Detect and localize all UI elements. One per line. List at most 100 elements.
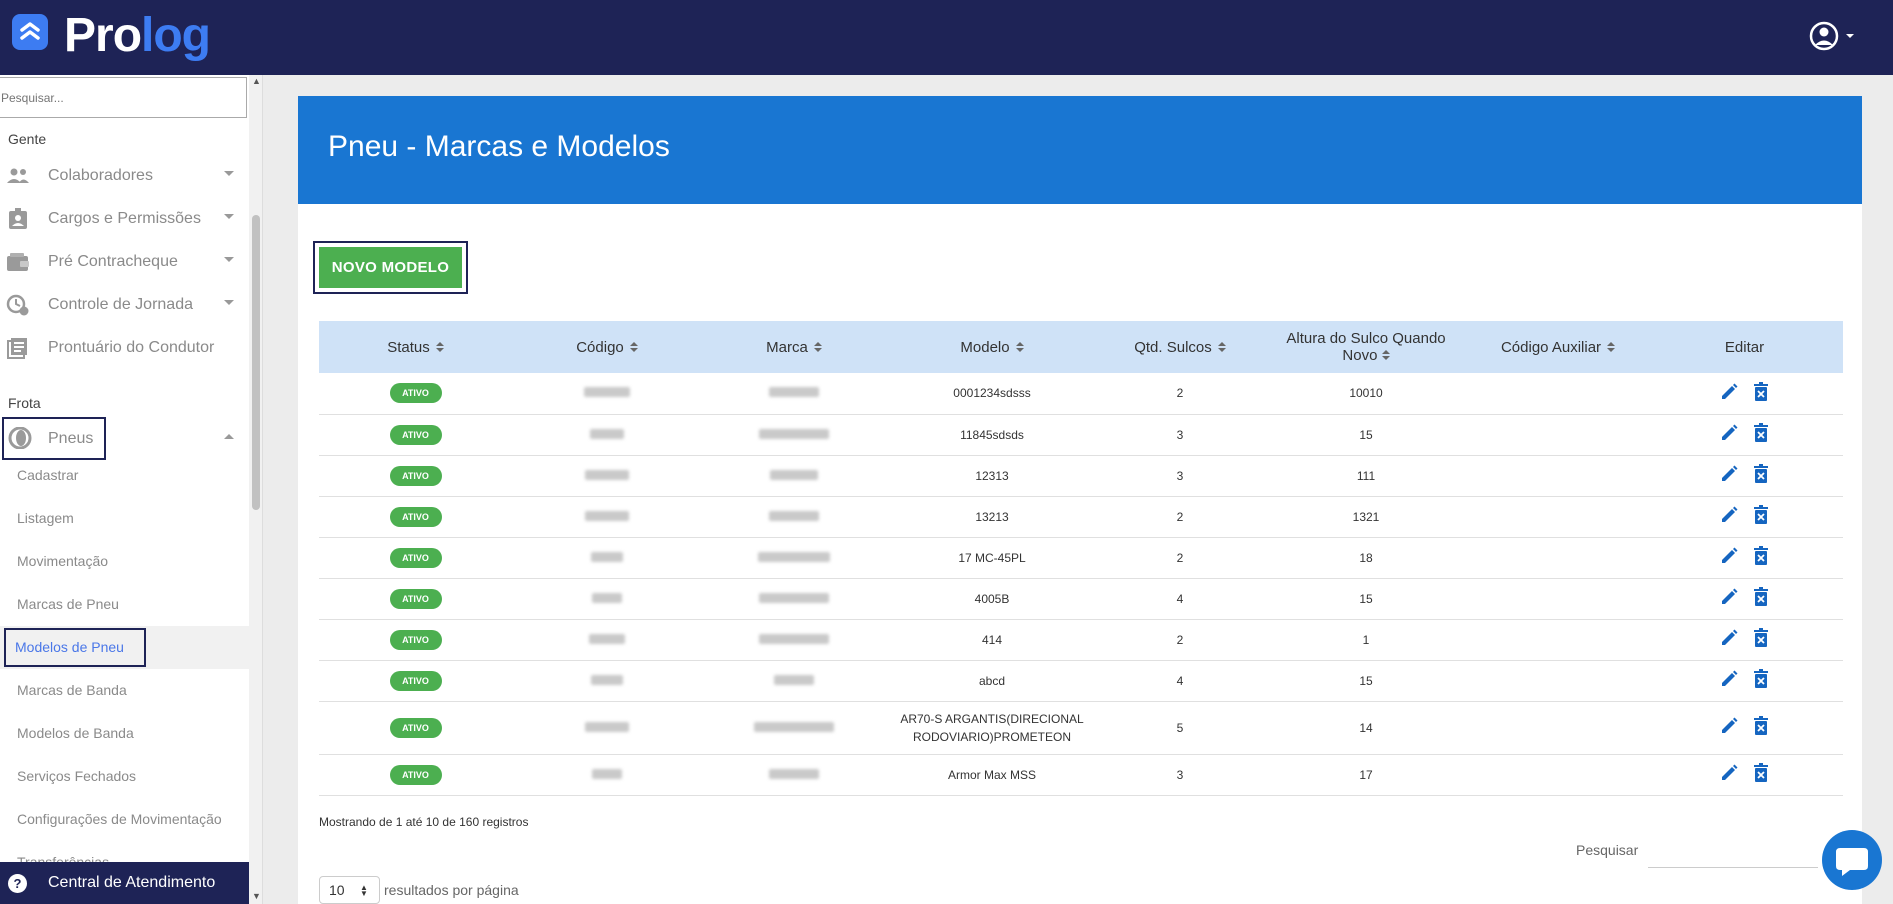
cell-editar [1646,660,1843,702]
cell-codigo [512,455,702,497]
edit-icon[interactable] [1719,628,1739,648]
sidebar-item-pneus[interactable]: Pneus [0,419,249,459]
page-title: Pneu - Marcas e Modelos [328,130,670,163]
column-header-marca[interactable]: Marca [702,321,886,373]
sidebar-subitem-movimentacao[interactable]: Movimentação [0,540,249,583]
delete-icon[interactable] [1751,669,1771,689]
delete-icon[interactable] [1751,763,1771,783]
scroll-up-icon[interactable]: ▲ [252,76,261,86]
subitem-label: Cadastrar [17,467,79,483]
scrollbar-thumb[interactable] [252,215,260,510]
document-icon [7,338,27,359]
status-badge: ATIVO [389,588,442,609]
delete-icon[interactable] [1751,464,1771,484]
prolog-logo-icon[interactable] [12,14,48,50]
sidebar-subitem-config-movimentacao[interactable]: Configurações de Movimentação [0,798,249,841]
cell-status: ATIVO [319,455,512,497]
sidebar-item-colaboradores[interactable]: Colaboradores [0,156,249,196]
status-badge: ATIVO [389,717,442,738]
subitem-label: Modelos de Pneu [15,639,124,655]
main-card: Pneu - Marcas e Modelos NOVO MODELO Stat… [298,96,1862,904]
table-search-input[interactable] [1648,867,1818,868]
table-row[interactable]: ATIVO abcd 4 15 [319,660,1843,702]
delete-icon[interactable] [1751,546,1771,566]
column-header-status[interactable]: Status [319,321,512,373]
table-row[interactable]: ATIVO 414 2 1 [319,619,1843,661]
cell-altura: 15 [1262,414,1470,456]
table-row[interactable]: ATIVO Armor Max MSS 3 17 [319,754,1843,796]
help-center-bar[interactable]: ? Central de Atendimento [0,862,249,904]
table-row[interactable]: ATIVO 13213 2 1321 [319,496,1843,538]
user-menu-button[interactable] [1808,20,1860,54]
modelo-text: 12313 [975,468,1009,483]
cell-codigo [512,660,702,702]
sidebar-item-prontuario[interactable]: Prontuário do Condutor [0,328,249,368]
cell-qtd-sulcos: 4 [1098,660,1262,702]
sidebar-subitem-marcas-pneu[interactable]: Marcas de Pneu [0,583,249,626]
help-center-label: Central de Atendimento [48,874,216,891]
cell-qtd-sulcos: 2 [1098,537,1262,579]
status-badge: ATIVO [389,764,442,785]
edit-icon[interactable] [1719,546,1739,566]
delete-icon[interactable] [1751,381,1771,402]
delete-icon[interactable] [1751,423,1771,443]
sidebar-subitem-cadastrar[interactable]: Cadastrar [0,454,249,497]
column-header-altura-sulco[interactable]: Altura do Sulco Quando Novo [1262,321,1470,373]
cell-modelo: 414 [886,619,1098,661]
subitem-label: Modelos de Banda [17,725,134,741]
sidebar-subitem-modelos-banda[interactable]: Modelos de Banda [0,712,249,755]
chat-button[interactable] [1822,830,1882,890]
table-row[interactable]: ATIVO 12313 3 111 [319,455,1843,497]
redacted-code [592,592,622,603]
sidebar-subitem-listagem[interactable]: Listagem [0,497,249,540]
header-label: Modelo [960,338,1010,356]
cell-codigo [512,619,702,661]
scroll-down-icon[interactable]: ▼ [252,891,261,901]
edit-icon[interactable] [1719,505,1739,525]
redacted-code [591,674,623,685]
cell-editar [1646,578,1843,620]
edit-icon[interactable] [1719,587,1739,607]
cell-status: ATIVO [319,660,512,702]
cell-altura: 17 [1262,754,1470,796]
user-avatar-icon [1809,21,1854,51]
sidebar-search-input[interactable] [0,77,247,118]
column-header-modelo[interactable]: Modelo [886,321,1098,373]
subitem-label: Serviços Fechados [17,768,137,784]
edit-icon[interactable] [1719,669,1739,689]
page-size-select[interactable]: 10 ▲ ▼ [319,876,380,904]
table-row[interactable]: ATIVO 17 MC-45PL 2 18 [319,537,1843,579]
cell-altura: 1 [1262,619,1470,661]
sidebar-subitem-modelos-pneu[interactable]: Modelos de Pneu [0,626,249,669]
sidebar-subitem-servicos-fechados[interactable]: Serviços Fechados [0,755,249,798]
table-row[interactable]: ATIVO 0001234sdsss 2 10010 [319,373,1843,415]
table-row[interactable]: ATIVO AR70-S ARGANTIS(DIRECIONAL RODOVIAR… [319,701,1843,755]
cell-qtd-sulcos: 3 [1098,455,1262,497]
status-badge: ATIVO [389,383,442,404]
header-label: Código [576,338,624,356]
delete-icon[interactable] [1751,587,1771,607]
cell-codigo-auxiliar [1470,619,1646,661]
status-badge: ATIVO [389,670,442,691]
edit-icon[interactable] [1719,423,1739,443]
edit-icon[interactable] [1719,382,1739,402]
sidebar-item-pre-contracheque[interactable]: Pré Contracheque [0,242,249,282]
column-header-codigo[interactable]: Código [512,321,702,373]
column-header-codigo-auxiliar[interactable]: Código Auxiliar [1470,321,1646,373]
cell-codigo-auxiliar [1470,496,1646,538]
sidebar-item-controle-jornada[interactable]: Controle de Jornada [0,285,249,325]
column-header-qtd-sulcos[interactable]: Qtd. Sulcos [1098,321,1262,373]
delete-icon[interactable] [1751,716,1771,736]
sidebar-scrollbar[interactable]: ▲ ▼ [249,75,262,904]
edit-icon[interactable] [1719,464,1739,484]
table-row[interactable]: ATIVO 4005B 4 15 [319,578,1843,620]
edit-icon[interactable] [1719,763,1739,783]
prolog-logo-text[interactable]: Prolog [64,8,211,63]
delete-icon[interactable] [1751,505,1771,525]
table-row[interactable]: ATIVO 11845sdsds 3 15 [319,414,1843,456]
edit-icon[interactable] [1719,716,1739,736]
sidebar-subitem-marcas-banda[interactable]: Marcas de Banda [0,669,249,712]
new-model-button[interactable]: NOVO MODELO [319,247,462,288]
delete-icon[interactable] [1751,628,1771,648]
sidebar-item-cargos[interactable]: Cargos e Permissões [0,199,249,239]
